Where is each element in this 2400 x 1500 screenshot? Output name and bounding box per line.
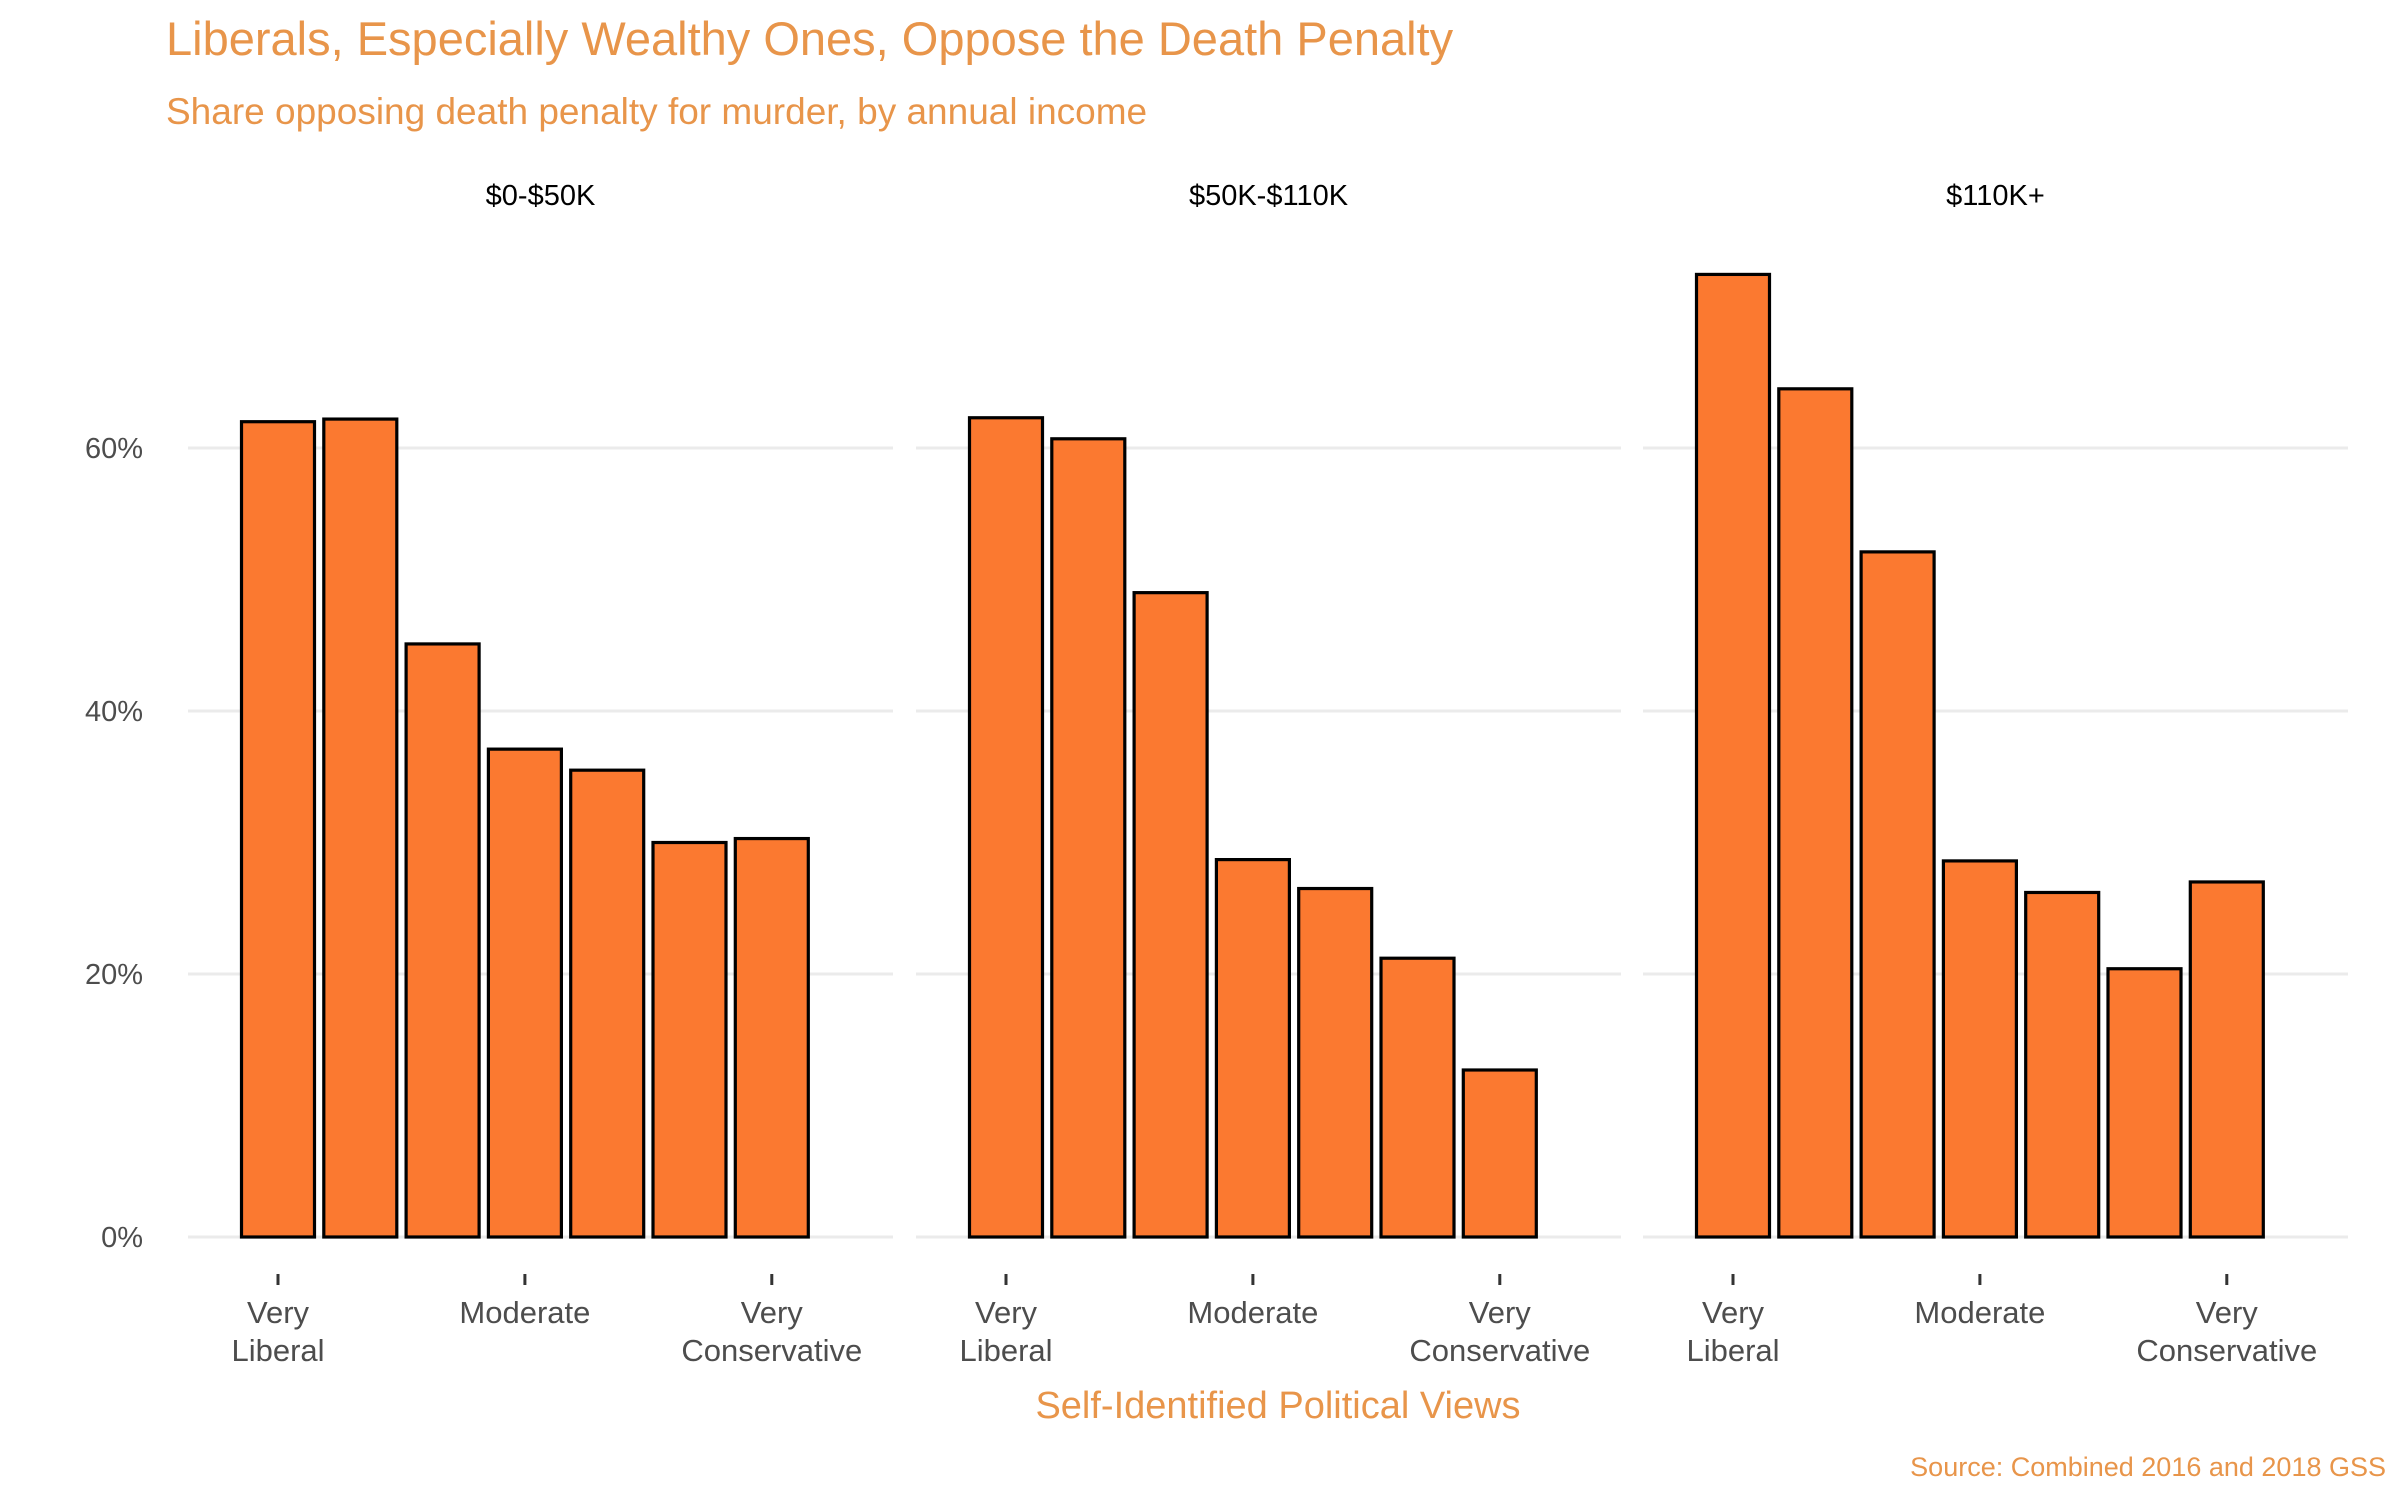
chart-title: Liberals, Especially Wealthy Ones, Oppos… [166, 12, 1454, 65]
x-tick-label: Moderate [1187, 1295, 1318, 1330]
x-tick-label: Very [247, 1295, 310, 1330]
chart-subtitle: Share opposing death penalty for murder,… [166, 91, 1147, 132]
x-tick-label: Very [741, 1295, 804, 1330]
bar [1694, 272, 1772, 1239]
bar [569, 768, 646, 1239]
bar [2106, 967, 2183, 1239]
x-axis-label: Self-Identified Political Views [1035, 1385, 1520, 1427]
bar [404, 642, 481, 1239]
x-tick-label: Very [2196, 1295, 2259, 1330]
y-tick-label: 40% [85, 696, 143, 728]
bar [1214, 857, 1292, 1239]
x-tick-label: Liberal [959, 1333, 1052, 1368]
bar [239, 420, 317, 1239]
x-tick-label: Conservative [2136, 1333, 2317, 1368]
bar [1379, 956, 1456, 1239]
bar [1132, 591, 1209, 1239]
bar [486, 747, 563, 1239]
x-tick-label: Very [1469, 1295, 1532, 1330]
bar [2024, 890, 2101, 1239]
bar [967, 416, 1045, 1239]
x-tick-label: Liberal [1686, 1333, 1779, 1368]
bar [1050, 437, 1127, 1239]
x-tick-label: Very [975, 1295, 1038, 1330]
facet-label: $50K-$110K [1189, 180, 1349, 212]
bar [1859, 550, 1936, 1239]
bar [1461, 1068, 1538, 1239]
x-tick-label: Moderate [1914, 1295, 2045, 1330]
y-tick-label: 20% [85, 959, 143, 991]
x-tick-label: Very [1702, 1295, 1765, 1330]
bar [1297, 886, 1374, 1239]
y-tick-label: 0% [101, 1222, 143, 1254]
x-tick-label: Moderate [459, 1295, 590, 1330]
bar [322, 417, 399, 1239]
bar [1777, 387, 1854, 1239]
facet-label: $110K+ [1946, 180, 2045, 212]
source-caption: Source: Combined 2016 and 2018 GSS [1910, 1452, 2386, 1482]
bar [733, 836, 810, 1239]
x-tick-label: Conservative [681, 1333, 862, 1368]
facet-label: $0-$50K [486, 180, 596, 212]
x-tick-label: Conservative [1409, 1333, 1590, 1368]
x-tick-label: Liberal [231, 1333, 324, 1368]
bar [1941, 859, 2019, 1239]
y-tick-label: 60% [85, 433, 143, 465]
bar [651, 840, 728, 1239]
bar [2188, 880, 2265, 1239]
